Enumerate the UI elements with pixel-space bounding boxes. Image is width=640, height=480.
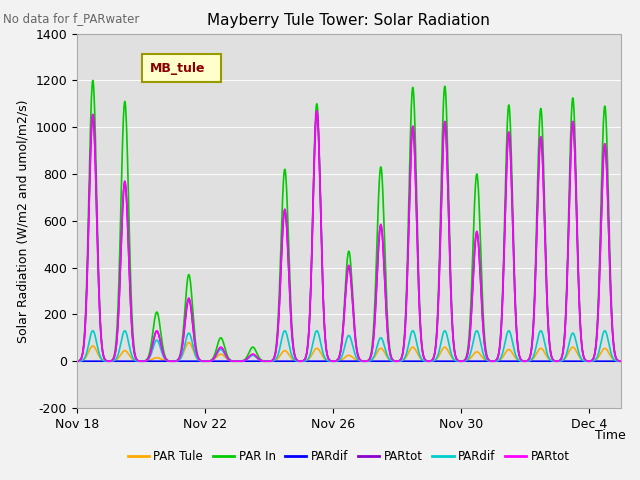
Title: Mayberry Tule Tower: Solar Radiation: Mayberry Tule Tower: Solar Radiation [207, 13, 490, 28]
PARdif [396, 358, 404, 364]
PARtot [396, 358, 404, 363]
PARdif [396, 358, 403, 364]
PARdif [355, 358, 363, 364]
PARtot [396, 358, 404, 363]
PARtot [445, 224, 452, 229]
PARdif [583, 358, 591, 364]
Legend: PAR Tule, PAR In, PARdif, PARtot, PARdif, PARtot: PAR Tule, PAR In, PARdif, PARtot, PARdif… [123, 445, 575, 468]
PARdif [89, 328, 97, 334]
PARtot [445, 223, 452, 229]
PARdif [445, 341, 452, 347]
Text: MB_tule: MB_tule [150, 62, 205, 75]
PAR In [583, 358, 591, 364]
PAR Tule [524, 358, 531, 364]
PARdif [355, 358, 363, 363]
PARdif [445, 358, 452, 364]
PARdif [583, 358, 591, 364]
PARtot [583, 358, 591, 364]
Line: PARtot: PARtot [77, 111, 621, 361]
PARtot [73, 358, 81, 364]
PARdif [557, 358, 565, 364]
PAR Tule [185, 340, 193, 346]
PARtot [313, 108, 321, 114]
PARtot [557, 355, 565, 361]
PAR In [396, 358, 404, 363]
PARdif [73, 358, 81, 364]
PARtot [583, 358, 591, 364]
X-axis label: Time: Time [595, 429, 626, 442]
PARtot [524, 358, 531, 363]
PARdif [617, 358, 625, 364]
PAR In [89, 78, 97, 84]
PARtot [73, 358, 81, 364]
PARdif [73, 358, 81, 364]
FancyBboxPatch shape [142, 54, 221, 82]
PAR Tule [73, 358, 81, 364]
PAR In [73, 358, 81, 364]
Y-axis label: Solar Radiation (W/m2 and umol/m2/s): Solar Radiation (W/m2 and umol/m2/s) [17, 99, 29, 343]
PAR Tule [355, 358, 363, 364]
PARtot [617, 358, 625, 364]
PARtot [313, 109, 321, 115]
PARtot [557, 355, 565, 361]
Line: PARdif: PARdif [77, 331, 621, 361]
PAR In [524, 358, 531, 363]
Text: No data for f_PARwater: No data for f_PARwater [3, 12, 140, 25]
Line: PARtot: PARtot [77, 112, 621, 361]
Line: PAR Tule: PAR Tule [77, 343, 621, 361]
PAR Tule [396, 358, 404, 364]
Line: PAR In: PAR In [77, 81, 621, 361]
PAR In [617, 358, 625, 364]
PARdif [617, 358, 625, 364]
PARdif [524, 358, 531, 364]
PAR In [355, 355, 363, 361]
PARdif [557, 358, 565, 364]
PARtot [524, 358, 531, 363]
PAR Tule [617, 358, 625, 364]
PARdif [524, 358, 531, 364]
PAR Tule [557, 358, 565, 364]
PAR In [557, 355, 565, 361]
PARtot [355, 355, 363, 361]
PAR Tule [445, 349, 452, 355]
PAR Tule [583, 358, 591, 364]
PARtot [617, 358, 625, 364]
PARtot [355, 356, 363, 361]
PAR In [445, 203, 452, 209]
